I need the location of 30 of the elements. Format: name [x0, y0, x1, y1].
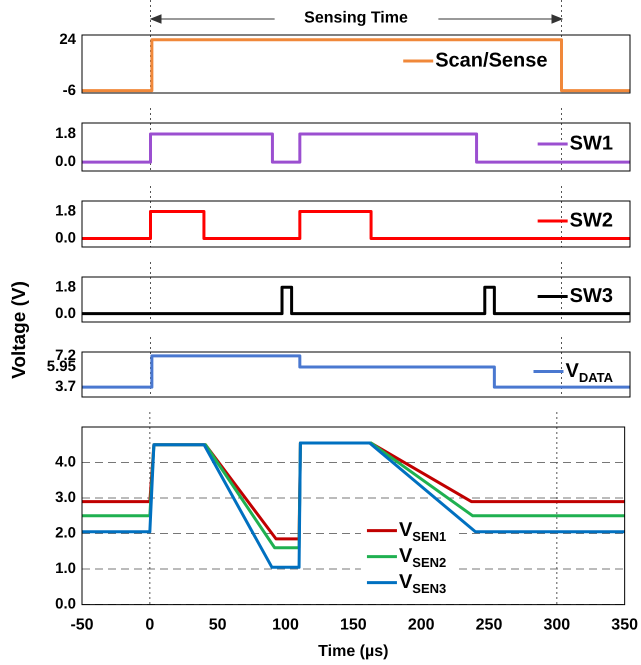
y-tick-label: 3.0	[55, 489, 76, 506]
y-tick-label: 1.0	[55, 560, 76, 578]
y-tick-label: 1.8	[55, 125, 76, 142]
y-tick-label: 1.8	[55, 278, 76, 296]
x-tick-label: 300	[543, 616, 570, 634]
text: Sensing Time	[304, 9, 408, 26]
y-tick-label: 0.0	[55, 153, 76, 170]
x-tick-label: 0	[145, 616, 154, 634]
y-tick-label: -6	[62, 82, 76, 99]
y-tick-label: 0.0	[55, 596, 76, 613]
x-tick-label: 100	[272, 616, 299, 634]
x-tick-label: 350	[611, 616, 638, 634]
y-tick-label: 4.0	[55, 454, 76, 471]
legend-label: Scan/Sense	[435, 50, 548, 72]
y-tick-label: 0.0	[55, 230, 76, 247]
x-tick-label: 250	[476, 616, 502, 634]
x-tick-label: -50	[70, 616, 94, 634]
y-tick-label: 3.7	[55, 378, 76, 396]
x-axis-title: Time (µs)	[318, 642, 388, 660]
y-tick-label: 2.0	[55, 524, 76, 542]
legend-label: SW3	[570, 285, 614, 308]
x-tick-label: 50	[208, 616, 227, 634]
legend-label: SW1	[570, 132, 614, 155]
y-tick-label: 0.0	[55, 304, 76, 322]
x-tick-label: 200	[408, 616, 435, 634]
y-tick-label: 1.8	[55, 202, 76, 220]
x-tick-label: 150	[340, 616, 367, 634]
legend-label: SW2	[570, 210, 614, 232]
y-axis-title: Voltage (V)	[9, 281, 31, 379]
y-tick-label: 24	[59, 30, 77, 48]
